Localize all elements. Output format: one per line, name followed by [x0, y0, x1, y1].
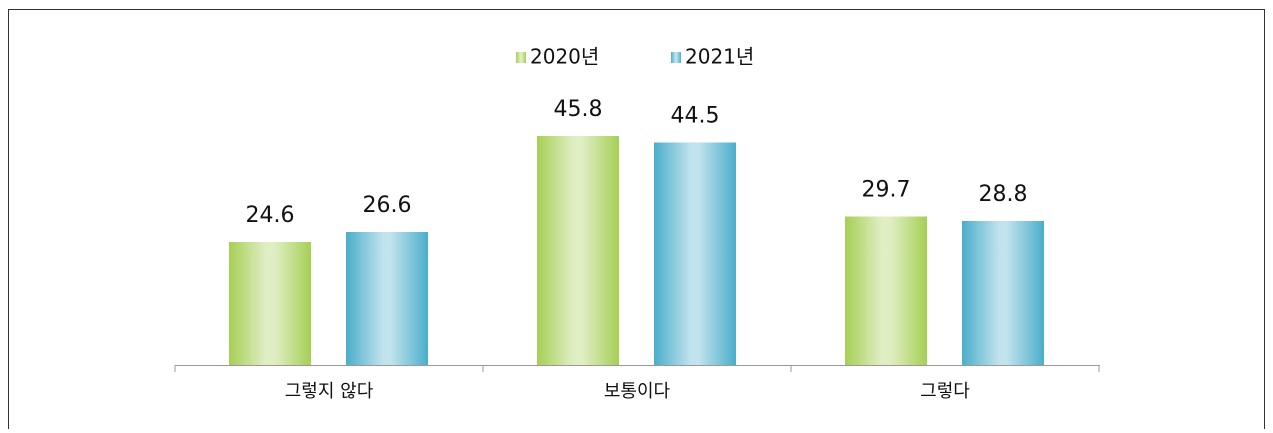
- legend-label: 2020년: [530, 45, 599, 69]
- legend-label: 2021년: [685, 45, 754, 69]
- bar: [537, 136, 619, 365]
- x-tick-label: 그렇다: [920, 381, 970, 402]
- bar: [346, 232, 428, 365]
- legend-swatch: [516, 52, 526, 63]
- bar: [654, 142, 736, 365]
- data-label: 26.6: [363, 193, 412, 218]
- legend-swatch: [671, 52, 681, 63]
- x-tick-label: 보통이다: [604, 381, 671, 402]
- x-tick-label: 그렇지 않다: [285, 381, 374, 402]
- bar: [229, 242, 311, 365]
- bar: [845, 216, 927, 365]
- bar: [962, 221, 1044, 365]
- data-label: 45.8: [554, 97, 603, 122]
- data-label: 28.8: [979, 182, 1028, 207]
- data-label: 29.7: [862, 178, 911, 203]
- data-label: 24.6: [246, 203, 295, 228]
- chart-frame: [8, 9, 1265, 433]
- data-label: 44.5: [671, 104, 720, 129]
